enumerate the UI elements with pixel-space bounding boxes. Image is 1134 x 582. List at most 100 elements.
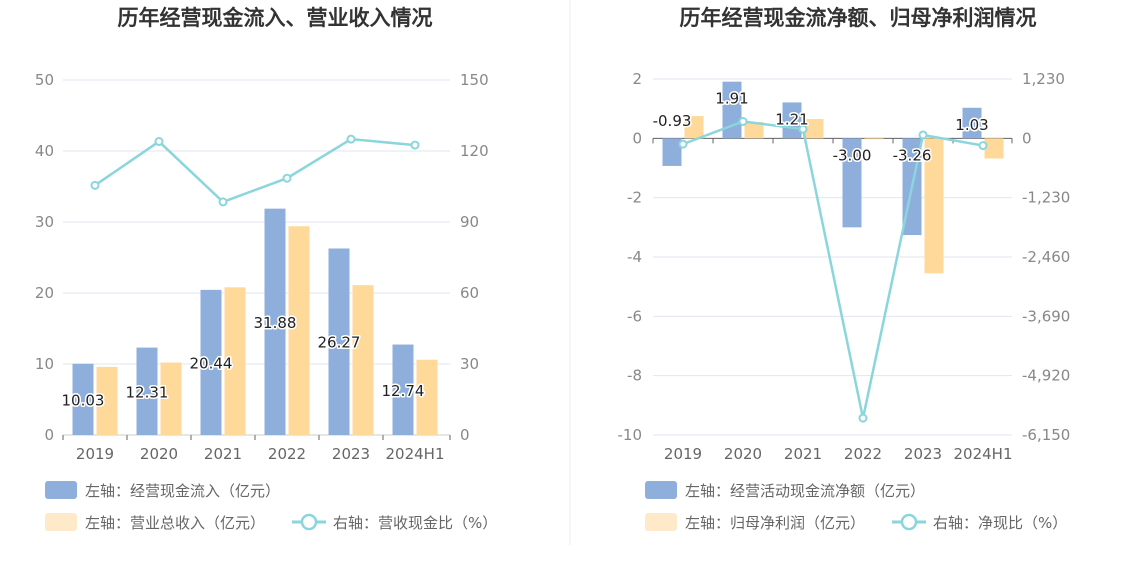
bars — [662, 81, 1004, 274]
bar-secondary — [288, 226, 310, 435]
left-axis-tick: 20 — [35, 284, 54, 302]
legend-label: 左轴：经营活动现金流净额（亿元） — [685, 482, 925, 500]
ratio-point — [798, 124, 808, 134]
legend-item-net-profit[interactable]: 左轴：归母净利润（亿元） — [645, 513, 865, 532]
x-axis-tick: 2024H1 — [954, 445, 1013, 463]
right-axis-tick: 0 — [1022, 129, 1032, 147]
right-axis-tick: 0 — [460, 426, 470, 444]
right-axis-tick: -1,230 — [1022, 189, 1070, 207]
ratio-point — [918, 130, 928, 140]
right-axis-tick: 150 — [460, 71, 489, 89]
legend-marker-icon — [900, 513, 918, 531]
right-axis-tick: -2,460 — [1022, 248, 1070, 266]
left-axis-tick: 40 — [35, 142, 54, 160]
chart-title: 历年经营现金流入、营业收入情况 — [118, 6, 433, 30]
ratio-line — [90, 134, 420, 207]
bar-secondary — [224, 287, 246, 435]
bar-secondary — [984, 138, 1004, 159]
data-label: 1.21 — [775, 110, 808, 128]
x-axis-tick: 2020 — [140, 445, 178, 463]
left-axis-tick: -6 — [627, 307, 642, 325]
left-axis: 0 10 20 30 40 50 — [35, 71, 54, 444]
bars — [72, 208, 438, 435]
bar-secondary — [744, 122, 764, 139]
ratio-point — [858, 413, 868, 423]
left-axis: -10 -8 -6 -4 -2 0 2 — [618, 70, 643, 444]
data-label: 1.91 — [715, 90, 748, 108]
right-axis-tick: 90 — [460, 213, 479, 231]
chart-title: 历年经营现金流净额、归母净利润情况 — [680, 6, 1037, 30]
legend-label: 左轴：归母净利润（亿元） — [685, 514, 865, 532]
right-axis-tick: -3,690 — [1022, 307, 1070, 325]
legend-label: 左轴：经营现金流入（亿元） — [85, 482, 280, 500]
data-label: 20.44 — [190, 354, 233, 372]
left-axis-tick: -8 — [627, 367, 642, 385]
x-axis-tick: 2022 — [268, 445, 306, 463]
net-cashflow-profit-chart: 历年经营现金流净额、归母净利润情况 -10 -8 -6 -4 -2 0 2 -6,150 -4… — [618, 6, 1071, 532]
left-axis-tick: 2 — [632, 70, 642, 88]
bar-secondary — [924, 138, 944, 274]
left-axis-tick: -4 — [627, 248, 642, 266]
ratio-point — [678, 139, 688, 149]
x-axis-tick: 2024H1 — [386, 445, 445, 463]
left-axis-tick: -10 — [618, 426, 643, 444]
left-axis-tick: 0 — [44, 426, 54, 444]
data-labels: 10.03 12.31 20.44 31.88 26.27 12.74 — [60, 312, 426, 411]
ratio-point — [90, 180, 100, 190]
ratio-point — [282, 173, 292, 183]
x-axis-tick: 2021 — [204, 445, 242, 463]
legend-item-net-cashflow[interactable]: 左轴：经营活动现金流净额（亿元） — [645, 481, 925, 500]
x-axis: 2019 2020 2021 2022 2023 2024H1 — [62, 435, 451, 463]
x-axis-tick: 2020 — [724, 445, 762, 463]
right-axis-tick: -4,920 — [1022, 367, 1070, 385]
bar-primary — [962, 107, 982, 139]
data-label: 31.88 — [254, 314, 297, 332]
bar-secondary — [352, 285, 374, 435]
bar-secondary — [96, 366, 118, 435]
left-axis-tick: 50 — [35, 71, 54, 89]
x-axis-tick: 2023 — [904, 445, 942, 463]
data-label: 12.74 — [382, 382, 425, 400]
ratio-point — [218, 197, 228, 207]
legend-item-revenue[interactable]: 左轴：营业总收入（亿元） — [45, 513, 265, 532]
ratio-point — [978, 141, 988, 151]
bar-secondary — [684, 116, 704, 139]
x-axis-tick: 2019 — [664, 445, 702, 463]
legend-label: 左轴：营业总收入（亿元） — [85, 514, 265, 532]
bar-primary — [662, 138, 682, 166]
legend-item-ratio[interactable]: 右轴：营收现金比（%） — [292, 513, 497, 532]
legend-swatch-yellow — [45, 513, 77, 531]
bar-primary — [264, 208, 286, 435]
legend: 左轴：经营现金流入（亿元） 左轴：营业总收入（亿元） 右轴：营收现金比（%） — [45, 481, 497, 532]
right-axis-tick: 60 — [460, 284, 479, 302]
legend-label: 右轴：营收现金比（%） — [333, 514, 497, 532]
data-label: 1.03 — [955, 116, 988, 134]
legend-label: 右轴：净现比（%） — [933, 514, 1067, 532]
right-axis-tick: 30 — [460, 355, 479, 373]
legend-swatch-yellow — [645, 513, 677, 531]
right-axis: 0 30 60 90 120 150 — [460, 71, 489, 444]
legend-swatch-blue — [45, 481, 77, 499]
ratio-point — [410, 140, 420, 150]
right-axis: -6,150 -4,920 -3,690 -2,460 -1,230 0 1,230 — [1022, 70, 1070, 444]
bar-secondary — [804, 119, 824, 139]
right-axis-tick: 120 — [460, 142, 489, 160]
legend-item-ratio[interactable]: 右轴：净现比（%） — [892, 513, 1067, 532]
bar-primary — [200, 289, 222, 435]
ratio-line-path — [682, 120, 984, 419]
x-axis: 2019 2020 2021 2022 2023 2024H1 — [652, 138, 1013, 463]
ratio-point — [346, 134, 356, 144]
left-axis-tick: 30 — [35, 213, 54, 231]
legend-swatch-blue — [645, 481, 677, 499]
data-label: -0.93 — [653, 112, 692, 130]
left-axis-tick: 10 — [35, 355, 54, 373]
x-axis-tick: 2023 — [332, 445, 370, 463]
legend: 左轴：经营活动现金流净额（亿元） 左轴：归母净利润（亿元） 右轴：净现比（%） — [645, 481, 1067, 532]
bar-primary — [136, 347, 158, 435]
legend-marker-icon — [300, 513, 318, 531]
ratio-point — [738, 116, 748, 126]
bar-secondary — [160, 362, 182, 435]
left-axis-tick: -2 — [627, 189, 642, 207]
bar-primary — [72, 363, 94, 435]
legend-item-inflow[interactable]: 左轴：经营现金流入（亿元） — [45, 481, 280, 500]
